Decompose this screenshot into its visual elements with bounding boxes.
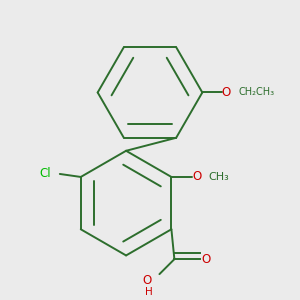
- Text: O: O: [201, 253, 211, 266]
- Text: CH₂CH₃: CH₂CH₃: [238, 88, 274, 98]
- Text: CH₃: CH₃: [209, 172, 230, 182]
- Text: O: O: [222, 86, 231, 99]
- Text: O: O: [192, 170, 202, 184]
- Text: Cl: Cl: [39, 167, 51, 181]
- Text: O: O: [143, 274, 152, 286]
- Text: H: H: [145, 287, 153, 297]
